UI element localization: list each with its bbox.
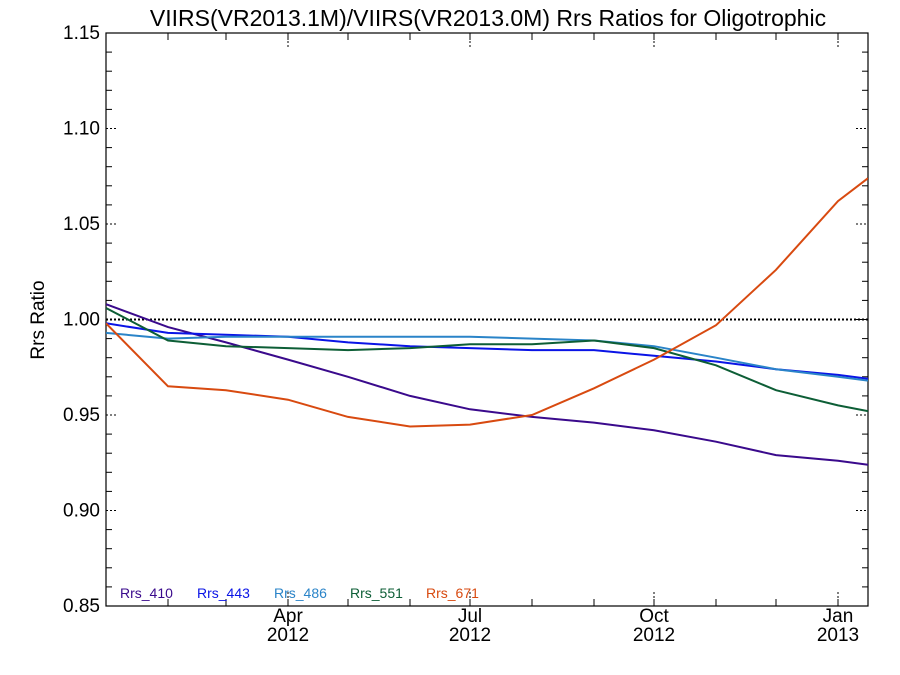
y-axis: 0.85 0.90 0.95 1.00 1.05 1.10 1.15 [63, 23, 868, 617]
series-line-rrs-551 [106, 307, 868, 413]
legend-item-rrs-443: Rrs_443 [197, 585, 250, 601]
legend-item-rrs-410: Rrs_410 [120, 585, 173, 601]
legend-item-rrs-486: Rrs_486 [274, 585, 327, 601]
series-line-rrs-486 [106, 331, 868, 382]
x-tick-label-month: Apr [273, 606, 303, 627]
y-axis-label: Rrs Ratio [28, 280, 49, 359]
series-line-rrs-671 [106, 177, 868, 428]
x-tick-label-month: Jul [458, 606, 482, 627]
y-tick-label: 1.05 [63, 214, 100, 235]
x-tick-label-year: 2013 [817, 625, 859, 646]
series-line-rrs-410 [106, 303, 868, 466]
y-tick-label: 0.95 [63, 405, 100, 426]
x-tick-label-year: 2012 [449, 625, 491, 646]
chart-title: VIIRS(VR2013.1M)/VIIRS(VR2013.0M) Rrs Ra… [150, 5, 826, 31]
series-line-rrs-443 [106, 322, 868, 380]
x-tick-label-year: 2012 [633, 625, 675, 646]
y-tick-label: 1.00 [63, 310, 100, 331]
y-tick-label: 1.15 [63, 23, 100, 44]
y-tick-label: 0.90 [63, 501, 100, 522]
legend: Rrs_410 Rrs_443 Rrs_486 Rrs_551 Rrs_671 [120, 585, 479, 601]
legend-item-rrs-551: Rrs_551 [350, 585, 403, 601]
y-tick-label: 0.85 [63, 596, 100, 617]
x-tick-label-month: Jan [823, 606, 854, 627]
series-lines [106, 177, 868, 466]
legend-item-rrs-671: Rrs_671 [426, 585, 479, 601]
y-tick-label: 1.10 [63, 119, 100, 140]
x-tick-label-year: 2012 [267, 625, 309, 646]
x-tick-label-month: Oct [639, 606, 669, 627]
